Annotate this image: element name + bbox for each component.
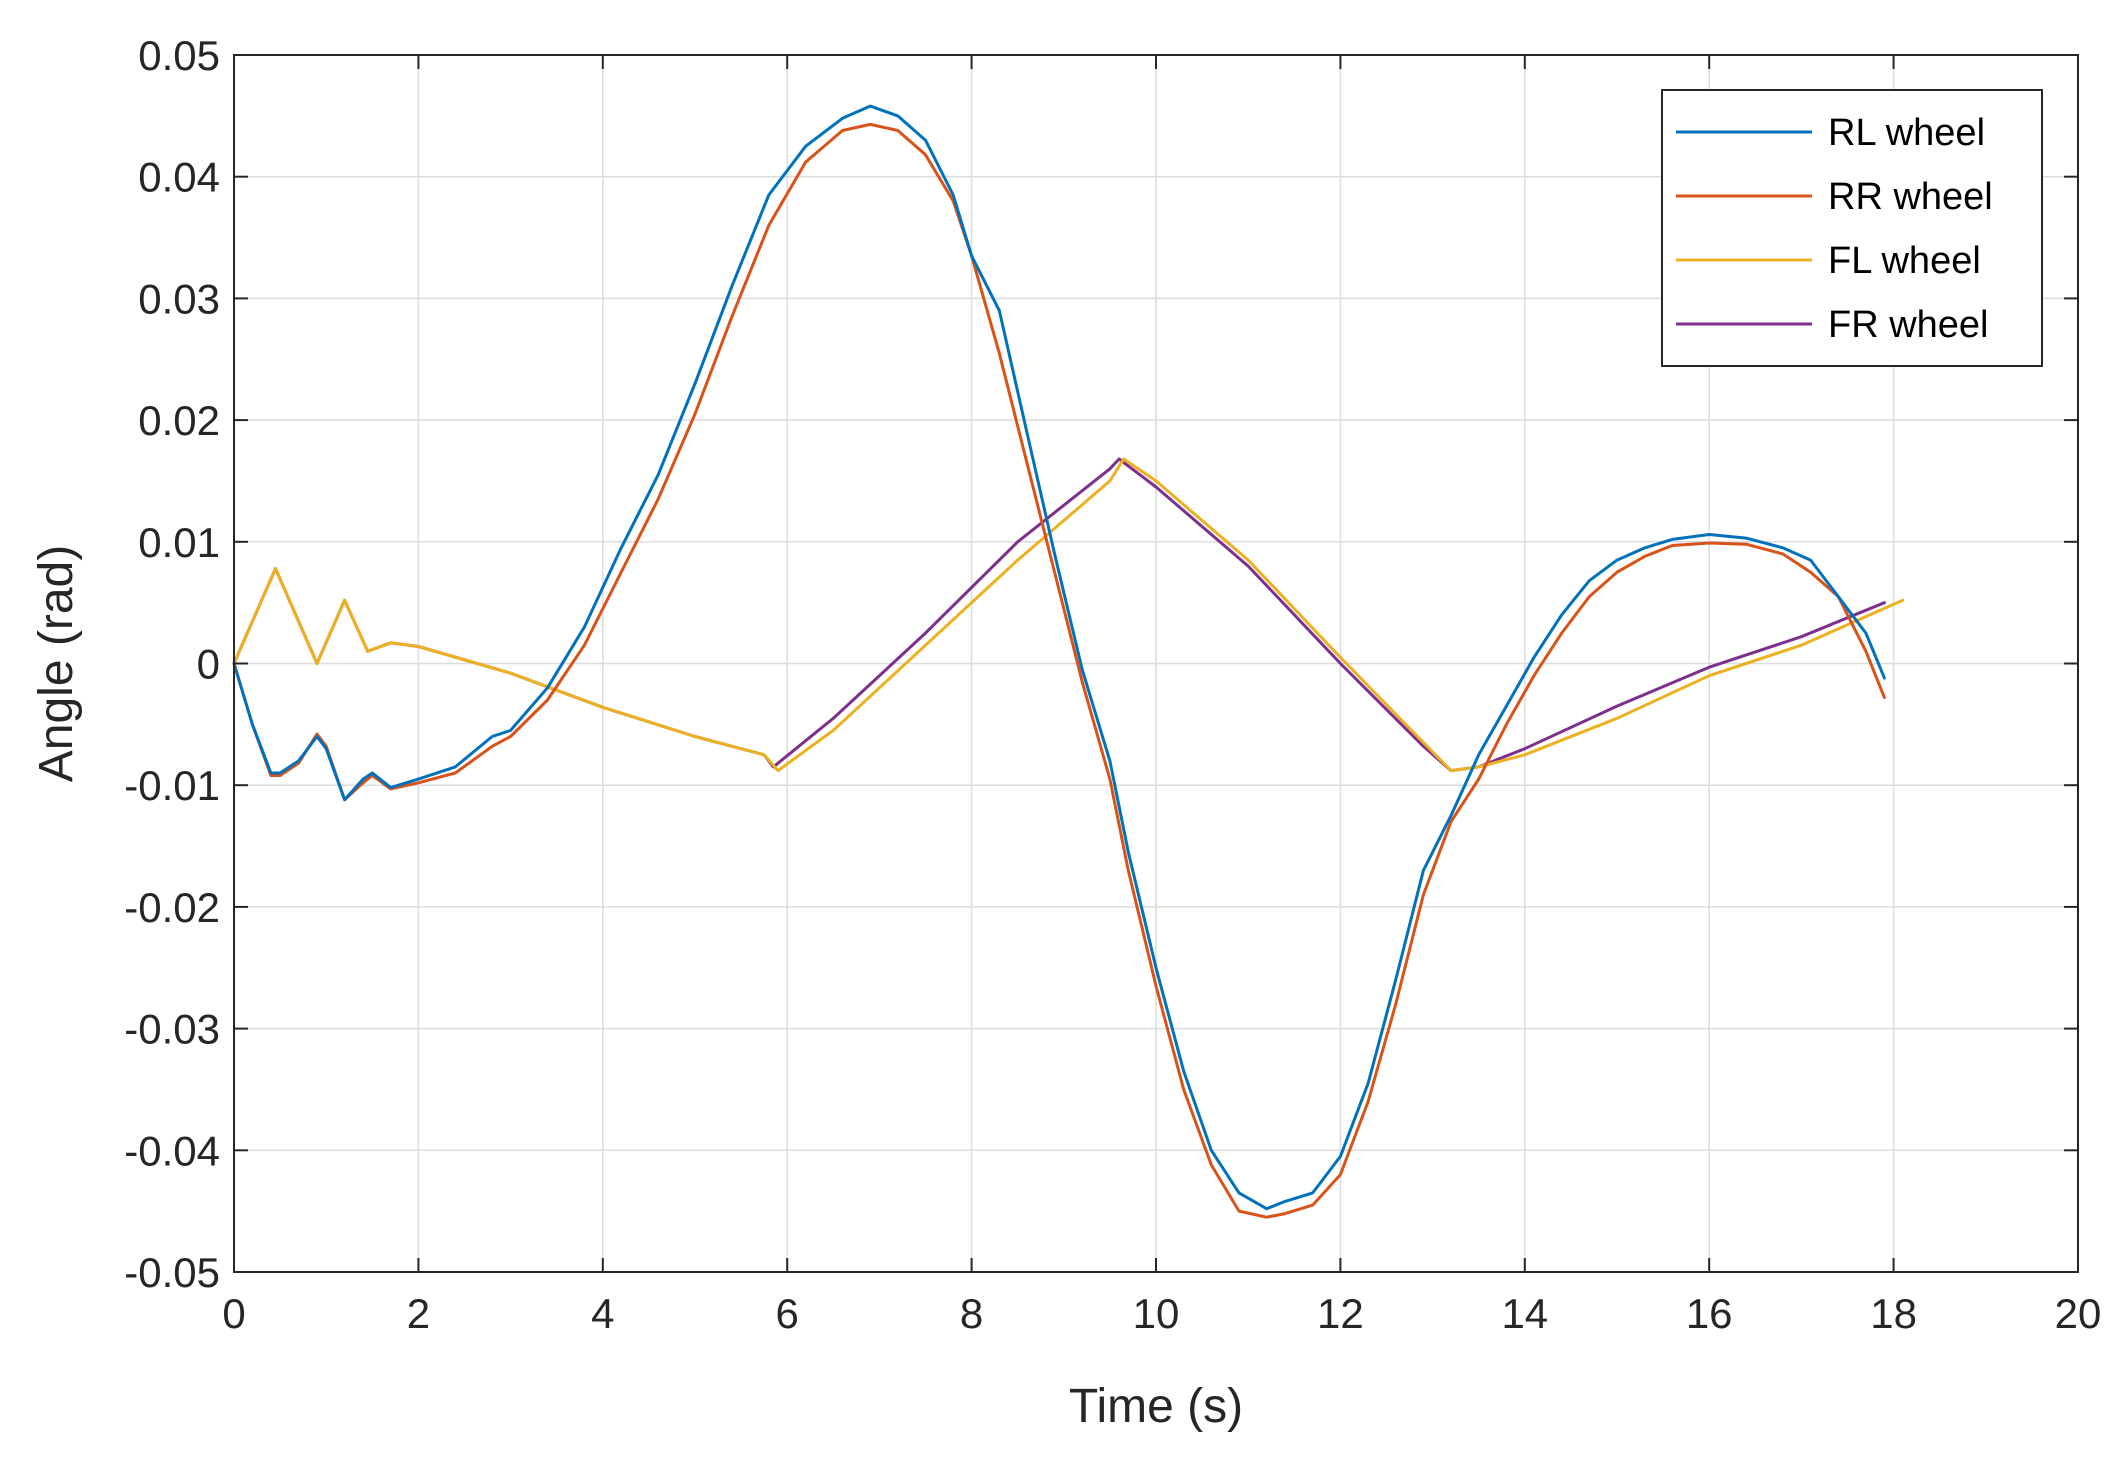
- y-tick-label: 0.02: [138, 397, 220, 444]
- y-tick-label: -0.04: [124, 1127, 220, 1174]
- x-tick-label: 18: [1870, 1290, 1917, 1337]
- y-axis-label: Angle (rad): [30, 545, 83, 782]
- x-tick-label: 4: [591, 1290, 614, 1337]
- x-tick-label: 6: [776, 1290, 799, 1337]
- legend-label-rr-wheel: RR wheel: [1828, 176, 1993, 218]
- series-line-fl-wheel: [232, 457, 1905, 773]
- y-tick-label: 0.05: [138, 32, 220, 79]
- series-layer: [232, 104, 1905, 1219]
- tick-marks: [233, 54, 2079, 1273]
- y-tick-label: -0.03: [124, 1006, 220, 1053]
- y-tick-label: -0.02: [124, 884, 220, 931]
- series-line-rr-wheel: [232, 122, 1886, 1219]
- x-axis-tick-labels: 0 2 4 6 8 10 12 14 16 18 20: [222, 1290, 2101, 1337]
- legend: RL wheel RR wheel FL wheel FR wheel: [1661, 89, 2043, 367]
- x-tick-label: 0: [222, 1290, 245, 1337]
- y-tick-label: 0: [197, 641, 220, 688]
- y-tick-label: -0.05: [124, 1249, 220, 1296]
- legend-label-fl-wheel: FL wheel: [1828, 240, 1981, 282]
- y-tick-label: 0.01: [138, 519, 220, 566]
- x-tick-label: 8: [960, 1290, 983, 1337]
- x-tick-label: 16: [1686, 1290, 1733, 1337]
- y-tick-label: 0.04: [138, 154, 220, 201]
- series-line-rl-wheel: [232, 104, 1886, 1211]
- y-tick-label: 0.03: [138, 275, 220, 322]
- x-tick-label: 10: [1133, 1290, 1180, 1337]
- x-tick-label: 20: [2055, 1290, 2102, 1337]
- x-tick-label: 14: [1501, 1290, 1548, 1337]
- y-axis-tick-labels: -0.05 -0.04 -0.03 -0.02 -0.01 0 0.01 0.02 0.03 0.…: [124, 32, 220, 1296]
- legend-box: [1661, 89, 2043, 367]
- y-tick-label: -0.01: [124, 762, 220, 809]
- x-axis-label: Time (s): [1069, 1380, 1243, 1433]
- legend-label-rl-wheel: RL wheel: [1828, 112, 1985, 154]
- x-tick-label: 12: [1317, 1290, 1364, 1337]
- x-tick-label: 2: [407, 1290, 430, 1337]
- legend-label-fr-wheel: FR wheel: [1828, 304, 1989, 346]
